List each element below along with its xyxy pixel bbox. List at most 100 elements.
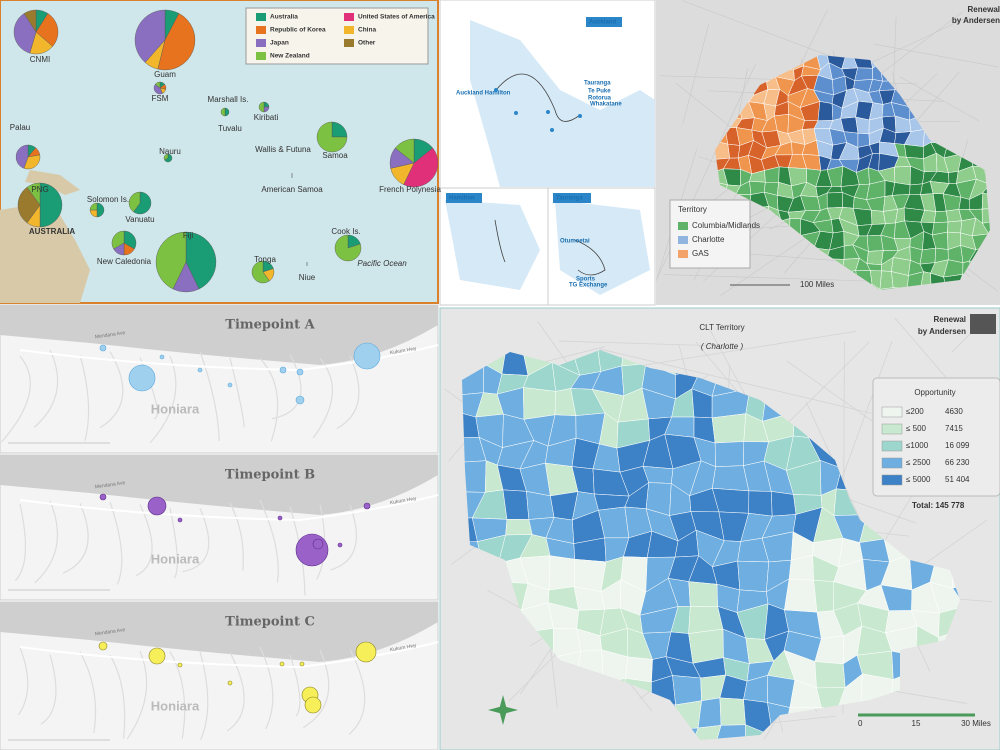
labels: CNMI Guam FSM Marshall Is. Kiribati Palau Naur…	[10, 5, 1000, 728]
legend-label: China	[358, 27, 376, 34]
legend-swatch	[881, 423, 903, 435]
label: 7415	[945, 424, 963, 433]
label: Renewal	[934, 315, 966, 324]
label: Whakatane	[590, 102, 622, 108]
label: Renewal	[968, 5, 1000, 14]
label: Territory	[678, 205, 707, 214]
label: by Andersen	[952, 16, 1000, 25]
region	[854, 67, 873, 81]
legend-swatch	[344, 39, 354, 47]
node	[546, 110, 550, 114]
region	[892, 182, 911, 196]
label: TG Exchange	[569, 283, 608, 289]
region	[929, 581, 960, 614]
bubble	[295, 533, 329, 567]
legend-swatch	[881, 457, 903, 469]
region	[748, 490, 773, 517]
legend-swatch	[256, 39, 266, 47]
legend-swatch	[256, 13, 266, 21]
legend-swatch	[678, 222, 688, 230]
pie	[334, 234, 362, 262]
legend-swatch	[256, 26, 266, 34]
route	[495, 73, 581, 122]
bubble	[279, 661, 285, 667]
label: ≤ 500	[906, 424, 927, 433]
label: ≤ 2500	[906, 458, 931, 467]
label: Timepoint A	[225, 318, 315, 333]
region	[727, 143, 741, 159]
legend-swatch	[344, 26, 354, 34]
label: Niue	[299, 273, 316, 282]
label: CLT Territory	[699, 323, 744, 332]
region	[688, 581, 718, 607]
road	[17, 647, 29, 716]
label: Guam	[154, 70, 176, 79]
pie	[153, 81, 167, 95]
legend-swatch	[881, 440, 903, 452]
label: Charlotte	[692, 235, 725, 244]
legend-swatch	[256, 52, 266, 60]
pie	[111, 230, 137, 256]
label: FSM	[152, 94, 169, 103]
pie	[220, 107, 230, 117]
road	[336, 355, 360, 430]
pie	[89, 202, 105, 218]
honiara-maps	[0, 304, 439, 750]
region	[713, 724, 746, 740]
road	[312, 358, 333, 439]
pie-slice	[23, 154, 41, 170]
label: Cook Is.	[331, 227, 360, 236]
region	[771, 491, 797, 517]
bubble	[227, 680, 233, 686]
label: ( Charlotte )	[701, 342, 744, 351]
bubble	[355, 641, 377, 663]
road	[229, 502, 244, 571]
region	[712, 465, 750, 492]
pie-slice	[157, 13, 196, 71]
node	[550, 128, 554, 132]
bubble	[299, 661, 305, 667]
region	[505, 519, 533, 536]
label: Auckland Hamilton	[456, 91, 511, 97]
node	[578, 114, 582, 118]
compass	[488, 695, 518, 725]
label: 15	[912, 719, 921, 728]
pie	[15, 144, 41, 170]
bubble	[296, 368, 304, 376]
pie-slice	[39, 182, 63, 228]
road	[873, 43, 999, 68]
pie	[128, 191, 152, 215]
bubble	[363, 502, 371, 510]
region	[904, 144, 924, 159]
road	[330, 504, 357, 571]
pie-slice	[220, 107, 226, 117]
pie	[251, 260, 275, 284]
pie	[316, 121, 348, 153]
pie-slice	[164, 153, 173, 163]
place-box	[586, 17, 622, 27]
region	[855, 116, 870, 135]
label: GAS	[692, 249, 709, 258]
pie-slice	[251, 260, 270, 284]
pie	[134, 9, 196, 71]
bubble	[277, 515, 283, 521]
road	[259, 357, 279, 442]
road	[182, 508, 210, 573]
label: Timepoint B	[225, 468, 315, 483]
road	[199, 651, 209, 741]
label: Kukum Hwy	[390, 496, 418, 507]
pie-slice	[258, 101, 265, 113]
road	[19, 344, 439, 372]
region	[826, 192, 843, 209]
road	[79, 355, 90, 441]
pie	[155, 231, 217, 293]
region	[933, 210, 949, 223]
legend-swatch	[881, 406, 903, 418]
label: Nauru	[159, 147, 181, 156]
label: Vanuatu	[125, 215, 154, 224]
label: Tauranga	[584, 81, 611, 87]
bubble	[159, 354, 165, 360]
road	[14, 503, 27, 581]
node	[514, 111, 518, 115]
pie	[258, 101, 270, 113]
